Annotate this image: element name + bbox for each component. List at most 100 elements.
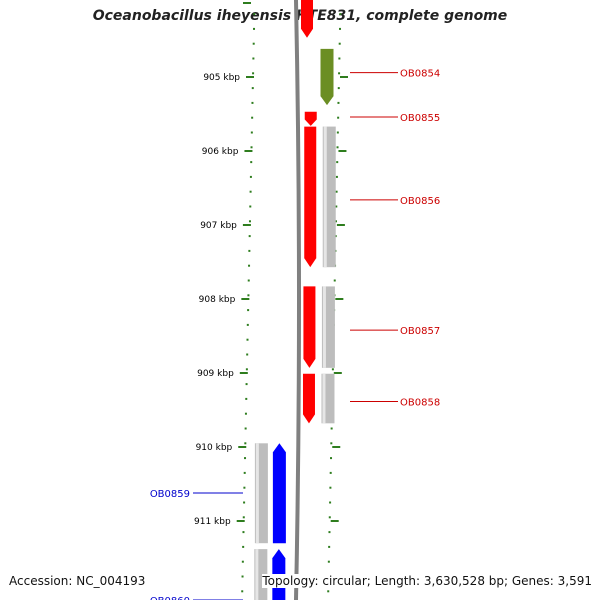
ruler-minor-tick: [337, 87, 340, 90]
ruler-minor-tick: [242, 545, 245, 548]
gene-feature-bar-highlight: [255, 549, 259, 600]
gene-feature-bar-highlight: [323, 126, 327, 268]
ruler-major-tick: [236, 520, 245, 522]
ruler-minor-tick: [248, 220, 251, 223]
ruler-minor-tick: [328, 531, 331, 534]
ruler-minor-tick: [245, 383, 248, 386]
ruler-minor-tick: [337, 116, 340, 119]
ruler-minor-tick: [241, 575, 244, 578]
ruler-minor-tick: [244, 427, 247, 430]
gene-label: OB0857: [400, 326, 440, 337]
ruler-minor-tick: [249, 205, 252, 208]
ruler-minor-tick: [336, 161, 339, 164]
ruler-minor-tick: [241, 590, 244, 593]
ruler-minor-tick: [333, 279, 336, 282]
ruler-major-tick: [333, 372, 342, 374]
ruler-minor-tick: [243, 486, 246, 489]
gene-label: OB0858: [400, 398, 440, 409]
ruler-major-tick: [243, 2, 251, 4]
ruler-minor-tick: [242, 516, 245, 519]
tick-label: 910 kbp: [196, 443, 233, 453]
gene-feature-bar-highlight: [322, 373, 326, 424]
gene-arrow: [320, 48, 334, 106]
ruler-minor-tick: [253, 13, 256, 16]
ruler-minor-tick: [336, 131, 339, 134]
ruler-minor-tick: [335, 190, 338, 193]
ruler-minor-tick: [249, 190, 252, 193]
gene-labels: OB0854 OB0855 OB0856 OB0857 OB0858 OB0859 OB08…: [150, 69, 440, 600]
gene-arrow: [301, 0, 313, 38]
gene-arrow: [304, 126, 317, 268]
ruler-minor-tick: [330, 427, 333, 430]
ruler-major-tick: [338, 150, 347, 152]
ruler-minor-tick: [327, 590, 330, 593]
ruler-minor-tick: [331, 368, 334, 371]
ruler-minor-tick: [330, 442, 333, 445]
ruler-minor-tick: [241, 560, 244, 563]
tick-label: 905 kbp: [203, 73, 240, 83]
ruler-major-tick: [332, 446, 341, 448]
ruler-minor-tick: [247, 309, 250, 312]
ruler-minor-tick: [249, 175, 252, 178]
ruler-minor-tick: [244, 442, 247, 445]
ruler-minor-tick: [339, 13, 342, 16]
ruler-minor-tick: [328, 545, 331, 548]
accession-text: Accession: NC_004193: [9, 574, 146, 588]
gene-arrow: [303, 286, 316, 368]
gene-arrow: [304, 111, 317, 126]
ruler-minor-tick: [329, 486, 332, 489]
ruler-minor-tick: [327, 560, 330, 563]
gene-track: [254, 0, 336, 600]
tick-label: 911 kbp: [194, 517, 231, 527]
ruler-major-tick: [246, 76, 254, 78]
ruler-minor-tick: [329, 501, 332, 504]
ruler-minor-tick: [335, 175, 338, 178]
ruler-minor-tick: [248, 235, 251, 238]
tick-label: 906 kbp: [202, 147, 239, 157]
ruler-minor-tick: [248, 249, 251, 252]
ruler-minor-tick: [252, 72, 255, 75]
map-title: Oceanobacillus iheyensis HTE831, complet…: [92, 8, 508, 24]
gene-label: OB0854: [400, 69, 440, 80]
ruler-minor-tick: [339, 27, 342, 30]
gene-feature-bar-highlight: [322, 286, 326, 368]
gene-label: OB0855: [400, 113, 440, 124]
ruler-major-tick: [244, 150, 253, 152]
ruler: 905 kbp 906 kbp 907 kbp 908 kbp 909 kbp 910 k…: [194, 2, 348, 593]
gene-arrow: [272, 443, 286, 544]
backbone-line: [294, 0, 301, 600]
ruler-minor-tick: [243, 501, 246, 504]
ruler-minor-tick: [244, 457, 247, 460]
ruler-minor-tick: [334, 220, 337, 223]
ruler-major-tick: [335, 298, 344, 300]
gene-label: OB0859: [150, 489, 190, 500]
ruler-minor-tick: [250, 161, 253, 164]
ruler-major-tick: [242, 224, 251, 226]
ruler-minor-tick: [251, 101, 254, 104]
gene-label: OB0856: [400, 196, 440, 207]
ruler-minor-tick: [246, 338, 249, 341]
ruler-minor-tick: [251, 87, 254, 90]
ruler-minor-tick: [250, 131, 253, 134]
ruler-minor-tick: [253, 27, 256, 30]
ruler-minor-tick: [246, 323, 249, 326]
ruler-minor-tick: [337, 101, 340, 104]
topology-summary: Topology: circular; Length: 3,630,528 bp…: [262, 574, 592, 588]
ruler-major-tick: [336, 224, 345, 226]
ruler-minor-tick: [250, 146, 253, 149]
ruler-major-tick: [330, 520, 339, 522]
ruler-minor-tick: [244, 412, 247, 415]
ruler-major-tick: [241, 298, 250, 300]
ruler-minor-tick: [329, 471, 332, 474]
ruler-minor-tick: [330, 457, 333, 460]
gene-label: OB0860: [150, 596, 190, 600]
ruler-minor-tick: [338, 57, 341, 60]
ruler-minor-tick: [252, 57, 255, 60]
gene-feature-bar-highlight: [255, 443, 259, 544]
ruler-minor-tick: [245, 397, 248, 400]
ruler-minor-tick: [242, 531, 245, 534]
ruler-minor-tick: [338, 42, 341, 45]
genome-backbone: [294, 0, 301, 600]
ruler-minor-tick: [248, 264, 251, 267]
ruler-minor-tick: [245, 368, 248, 371]
